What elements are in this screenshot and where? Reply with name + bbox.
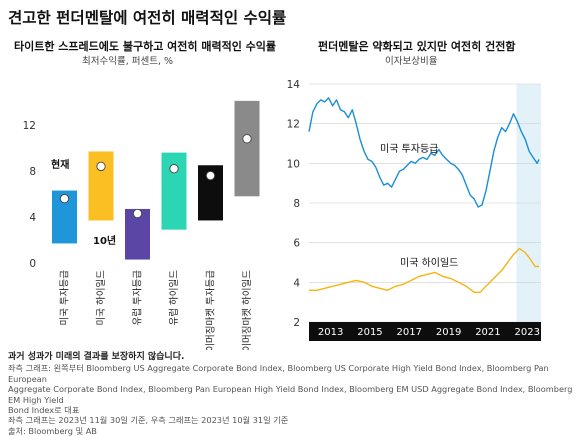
y-tick-label: 6 xyxy=(293,238,300,250)
category-label: 이머징마켓 하이일드 xyxy=(241,270,253,350)
left-chart-subtitle: 최저수익률, 퍼센트, % xyxy=(82,56,174,67)
interest-coverage-chart: 2 4 6 8 10 12 14 2013 2015 2017 2019 2021 2023 미국 투자등… xyxy=(287,79,541,341)
series-line xyxy=(308,97,540,208)
y-tick-label: 12 xyxy=(23,120,36,132)
category-label: 유럽 하이일드 xyxy=(168,270,180,326)
page-title: 견고한 펀더멘탈에 여전히 매력적인 수익률 xyxy=(8,9,287,27)
footnotes: 과거 성과가 미래의 결과를 보장하지 않습니다. 좌측 그래프: 왼쪽부터 B… xyxy=(8,352,580,436)
current-yield-marker xyxy=(59,193,70,204)
y-tick-label: 4 xyxy=(293,277,300,289)
y-tick-label: 8 xyxy=(29,166,36,178)
current-yield-marker xyxy=(132,208,143,219)
current-yield-marker xyxy=(205,170,216,181)
footnote-line: 좌측 그래프는 2023년 11월 30일 기준, 우측 그래프는 2023년 … xyxy=(8,415,289,426)
y-tick-label: 14 xyxy=(287,79,301,91)
y-tick-label: 4 xyxy=(29,212,36,224)
x-tick-label: 2019 xyxy=(436,327,461,338)
category-label: 미국 투자등급 xyxy=(60,270,71,326)
category-label: 유럽 투자등급 xyxy=(133,270,144,326)
footnote-line: 좌측 그래프: 왼쪽부터 Bloomberg US Aggregate Corp… xyxy=(8,363,549,384)
y-tick-label: 12 xyxy=(287,119,300,131)
current-yield-marker xyxy=(242,134,252,144)
right-chart-title: 펀더멘탈은 약화되고 있지만 여전히 건전함 xyxy=(318,40,516,53)
yield-range-chart: 0 4 8 12 미국 투자등급 미국 하이일드 유럽 투자등급 유럽 하이일드 이머징마켓 투… xyxy=(23,100,260,350)
current-annotation: 현재 xyxy=(51,158,69,171)
series-label: 미국 투자등급 xyxy=(380,143,438,155)
category-label: 이머징마켓 투자등급 xyxy=(206,270,217,350)
x-tick-label: 2021 xyxy=(475,327,500,338)
x-tick-label: 2013 xyxy=(318,327,343,338)
y-tick-label: 10 xyxy=(287,158,300,170)
range-bar xyxy=(234,100,260,197)
x-tick-label: 2015 xyxy=(357,327,382,338)
current-yield-marker xyxy=(96,161,106,172)
x-tick-label: 2023 xyxy=(515,327,540,338)
x-axis-band xyxy=(309,322,541,341)
range-annotation: 10년 xyxy=(93,234,116,247)
footnote-source: 출처: Bloomberg 및 AB xyxy=(8,425,97,436)
left-chart-title: 타이트한 스프레드에도 불구하고 여전히 매력적인 수익률 xyxy=(14,40,277,53)
series-line xyxy=(309,247,539,293)
disclaimer-note: 과거 성과가 미래의 결과를 보장하지 않습니다. xyxy=(8,352,185,362)
series-label: 미국 하이일드 xyxy=(400,256,458,269)
x-tick-label: 2017 xyxy=(397,327,422,338)
category-label: 미국 하이일드 xyxy=(95,270,107,326)
y-tick-label: 0 xyxy=(29,258,36,270)
y-tick-label: 2 xyxy=(293,317,300,329)
footnote-line: Bond Index로 대표 xyxy=(8,405,80,416)
current-yield-marker xyxy=(169,164,179,174)
y-tick-label: 8 xyxy=(293,198,300,210)
right-chart-subtitle: 이자보상비율 xyxy=(385,56,438,67)
footnote-line: Aggregate Corporate Bond Index, Bloomber… xyxy=(8,384,573,405)
